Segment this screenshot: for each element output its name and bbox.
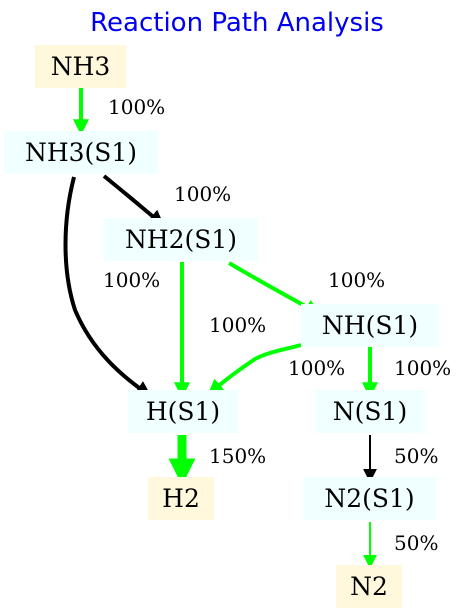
edge-label-nhs1-to-hs1: 100% [288,356,345,380]
edge-label-nhs1-to-ns1: 100% [394,356,451,380]
node-h-s1-label: H(S1) [146,397,220,426]
node-n2: N2 [336,565,402,608]
node-h-s1-box [128,390,238,433]
node-nh-s1-label: NH(S1) [322,311,418,340]
node-h-s1: H(S1) [128,390,238,433]
edges [63,88,378,569]
node-n-s1-label: N(S1) [333,397,407,426]
node-n2-s1: N2(S1) [303,477,436,520]
nodes: NH3 NH3(S1) NH2(S1) NH(S1) H(S1) N(S1) H… [4,45,439,608]
node-nh2-s1: NH2(S1) [104,218,258,261]
node-nh2-s1-box [104,218,258,261]
node-n2-s1-box [303,477,436,520]
edge-nhs1-to-hs1 [207,343,302,396]
edge-label-hs1-to-h2: 150% [209,444,266,468]
edge-label-nh3s1-to-nh2s1: 100% [174,182,231,206]
edge-label-nh2s1-to-hs1: 100% [103,268,160,292]
node-nh3-s1-label: NH3(S1) [25,138,137,167]
node-nh3-label: NH3 [51,52,111,81]
edge-labels: 100% 100% 100% 100% 100% 100% 100% 150% … [103,95,451,555]
node-n-s1: N(S1) [315,390,425,433]
node-n2-s1-label: N2(S1) [324,484,414,513]
edge-nh3s1-to-hs1 [63,176,152,397]
node-n2-label: N2 [350,572,388,601]
node-nh3: NH3 [35,45,126,88]
node-nh2-s1-label: NH2(S1) [125,225,237,254]
node-nh-s1-box [301,304,439,347]
diagram-title: Reaction Path Analysis [90,8,384,38]
node-n-s1-box [315,390,425,433]
node-nh3-box [35,45,126,88]
node-n2-box [336,565,402,608]
node-nh3-s1-box [4,131,158,174]
edge-nh3s1-to-nh2s1 [102,174,165,227]
edge-label-n2s1-to-n2: 50% [394,531,438,555]
node-nh3-s1: NH3(S1) [4,131,158,174]
node-h2-label: H2 [162,484,200,513]
edge-label-ns1-to-n2s1: 50% [394,444,438,468]
edge-label-nh2s1-to-nhs1: 100% [328,268,385,292]
node-nh-s1: NH(S1) [301,304,439,347]
edge-label-nh3-to-nh3s1: 100% [108,95,165,119]
node-h2: H2 [148,477,214,520]
edge-label-nh2s1-to-nhs1-secondary: 100% [209,313,266,337]
node-h2-box [148,477,214,520]
